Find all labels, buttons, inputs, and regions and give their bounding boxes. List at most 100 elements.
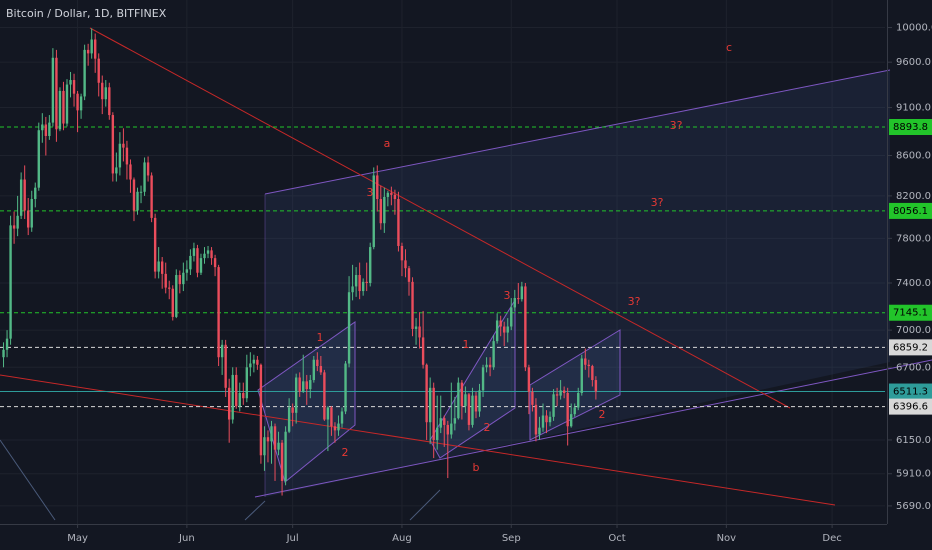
candle-body [421, 337, 425, 365]
candle-body [291, 407, 294, 413]
candle-body [446, 424, 449, 435]
candle-body [270, 426, 273, 442]
candle-body [220, 344, 224, 358]
candle-body [506, 326, 509, 333]
candle-body [309, 380, 312, 390]
candle-body [562, 390, 566, 394]
candle-body [587, 364, 591, 367]
candle-body [115, 167, 118, 174]
candle-body [503, 326, 506, 333]
price-levels [0, 126, 885, 408]
candle-body [259, 364, 263, 456]
candle-body [432, 387, 435, 440]
candle-body [580, 358, 583, 394]
candle-body [41, 124, 44, 131]
candle-body [333, 426, 337, 431]
candle-body [48, 122, 51, 136]
candle-body [143, 162, 146, 192]
candle-body [418, 326, 421, 338]
candle-body [481, 367, 485, 391]
annotations: a 3 1 2 1 2 3 b 2 3? 3? 3? c [317, 41, 733, 474]
candle-body [316, 359, 319, 367]
candle-body [235, 374, 238, 407]
wave-label: 3 [504, 289, 511, 302]
candle-body [90, 39, 93, 54]
candle-body [545, 415, 548, 423]
y-tick-label: 6150.0 [896, 435, 931, 446]
candle-body [203, 253, 206, 259]
candle-body [457, 382, 460, 419]
candle-body [495, 320, 499, 342]
candle-body [280, 442, 284, 481]
candle-body [86, 49, 90, 54]
candle-body [407, 268, 411, 282]
candle-body [277, 442, 280, 450]
price-level-box [889, 383, 932, 400]
candle-body [499, 320, 502, 327]
candle-body [178, 275, 182, 285]
candle-body [330, 407, 333, 427]
candle-body [492, 341, 495, 368]
candle-body [365, 281, 368, 283]
wave-label: b [473, 461, 480, 474]
candle-body [513, 298, 516, 308]
wave-label: a [384, 137, 391, 150]
candle-body [111, 115, 115, 174]
y-tick-label: 7000.0 [896, 325, 931, 336]
candle-body [400, 245, 404, 261]
candle-body [541, 415, 545, 428]
candle-body [354, 275, 358, 287]
wave-label: 3? [651, 196, 664, 209]
x-tick-label: Sep [502, 533, 521, 544]
price-level-box [889, 202, 932, 219]
candle-body [524, 286, 527, 368]
candle-body [460, 382, 464, 407]
candle-body [323, 372, 326, 420]
candle-body [227, 387, 231, 420]
y-tick-label: 10000.0 [896, 23, 932, 34]
candle-body [273, 426, 277, 450]
candle-body [245, 367, 249, 399]
candle-body [256, 359, 259, 365]
candle-body [326, 407, 330, 420]
candle-body [168, 287, 171, 289]
candle-body [344, 363, 347, 412]
candle-body [192, 248, 196, 256]
x-tick-label: Nov [717, 533, 737, 544]
candle-body [591, 366, 594, 381]
candle-body [390, 192, 393, 195]
y-tick-label: 6700.0 [896, 362, 931, 373]
candle-body [379, 199, 382, 224]
trend-line [0, 374, 836, 506]
candle-body [182, 272, 185, 285]
candle-body [79, 96, 83, 111]
candle-body [16, 215, 19, 229]
y-tick-label: 7800.0 [896, 233, 931, 244]
candle-body [139, 191, 143, 193]
candle-body [153, 217, 157, 272]
candle-body [171, 288, 174, 317]
x-tick-label: Jul [286, 533, 299, 544]
candle-body [411, 281, 414, 329]
candle-body [467, 394, 471, 425]
candle-body [76, 93, 79, 111]
candle-body [369, 247, 372, 283]
candle-body [302, 381, 305, 392]
candle-body [450, 423, 453, 435]
candle-body [175, 275, 178, 317]
y-tick-label: 5910.0 [896, 469, 931, 480]
candle-body [252, 359, 256, 364]
candle-body [210, 250, 213, 259]
candle-body [19, 179, 23, 216]
candle-body [337, 423, 340, 431]
y-tick-label: 7400.0 [896, 278, 931, 289]
candle-body [347, 292, 351, 364]
candle-body [566, 393, 569, 427]
wave-label: 3? [670, 119, 683, 132]
candle-body [520, 286, 524, 300]
candle-body [213, 258, 217, 268]
candle-body [104, 87, 107, 100]
candle-body [312, 359, 316, 381]
candle-body [436, 427, 439, 440]
